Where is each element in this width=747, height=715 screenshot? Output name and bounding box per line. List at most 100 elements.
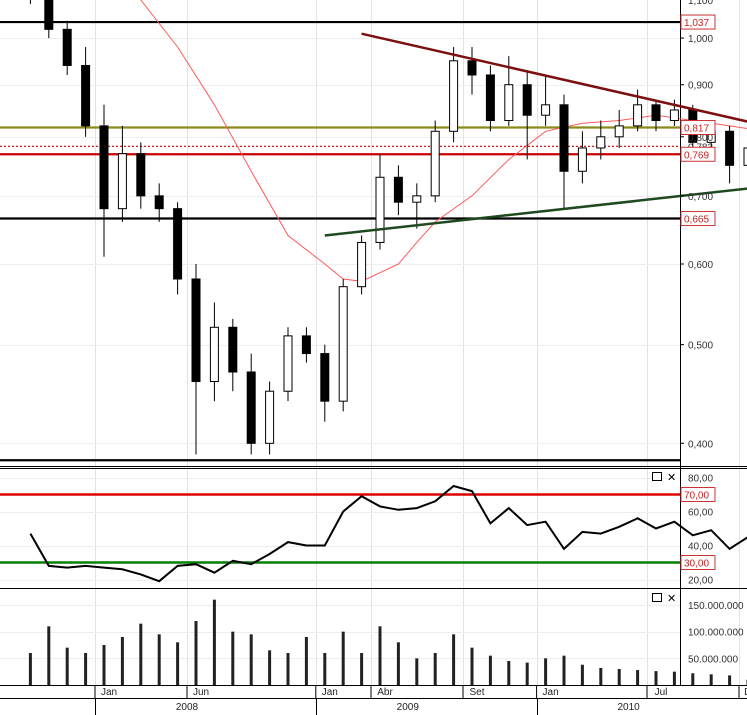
volume-bar <box>691 673 695 685</box>
volume-bar <box>139 623 143 685</box>
volume-bar <box>102 645 106 685</box>
candle-body <box>265 390 275 444</box>
month-label: Set <box>469 687 484 698</box>
rsi-level-label-box <box>680 555 716 570</box>
month-label: Jan <box>322 687 338 698</box>
price-moving-average <box>140 0 747 282</box>
volume-bar <box>65 647 69 685</box>
volume-bar <box>157 634 161 685</box>
volume-axis-label: 150.000.000 <box>688 601 744 612</box>
volume-bars <box>28 599 747 685</box>
window-restore-icon[interactable] <box>652 593 662 602</box>
rsi-level-label: 30,00 <box>684 559 709 570</box>
candle-body <box>301 335 311 355</box>
candle-body <box>99 125 109 210</box>
volume-bar <box>360 653 364 685</box>
candle-body <box>596 136 606 149</box>
window-restore-icon[interactable] <box>652 472 662 481</box>
candle-body <box>173 208 183 280</box>
volume-bar <box>47 626 51 685</box>
candle-body <box>81 64 91 127</box>
volume-bar <box>176 642 180 685</box>
candle-body <box>136 153 146 197</box>
price-axis-label: 0,600 <box>688 260 713 271</box>
volume-bar <box>341 631 345 685</box>
volume-grid <box>0 589 740 685</box>
candle-body <box>320 353 330 402</box>
candle-body <box>449 60 459 132</box>
year-label: 2009 <box>397 702 420 713</box>
candle-body <box>283 335 293 392</box>
candle-body <box>559 104 569 172</box>
candle-body <box>338 286 348 402</box>
rsi-axis-label: 40,00 <box>688 542 713 553</box>
volume-bar <box>323 653 327 685</box>
month-label: Jun <box>193 687 209 698</box>
rsi-horizontal-lines: 70,00 30,00 <box>0 487 716 570</box>
candle-body <box>375 176 385 243</box>
price-axis-label: 0,800 <box>688 133 713 144</box>
close-icon[interactable]: ✕ <box>667 593 676 605</box>
price-level-label-box <box>680 146 716 162</box>
rsi-axis-label: 80,00 <box>688 474 713 485</box>
volume-bar <box>636 670 640 685</box>
volume-bar <box>396 642 400 685</box>
volume-bar <box>525 662 529 685</box>
volume-bar <box>268 650 272 685</box>
volume-bar <box>84 653 88 685</box>
month-label: Abr <box>377 687 393 698</box>
volume-axis-label: 50.000.000 <box>688 654 738 665</box>
date-axis: JanJunJanAbrSetJanJulDez2008200920102011 <box>94 685 747 715</box>
price-axis-label: 0,400 <box>688 439 713 450</box>
price-level-label-box <box>680 211 716 227</box>
candle-body <box>504 84 514 122</box>
volume-bar <box>728 675 732 685</box>
volume-bar <box>507 661 511 685</box>
moving-average-line <box>140 0 747 282</box>
volume-y-axis-labels: 150.000.000 100.000.000 50.000.000 <box>688 601 744 665</box>
candle-body <box>228 326 238 373</box>
candle-body <box>743 147 747 166</box>
price-level-label-box <box>680 14 716 30</box>
rsi-level-label: 70,00 <box>684 491 709 502</box>
candle-body <box>651 104 661 122</box>
price-level-label: 0,665 <box>684 215 709 226</box>
volume-bar <box>28 653 32 685</box>
candle-body <box>191 278 201 383</box>
volume-bar <box>212 599 216 685</box>
candle-body <box>725 130 735 166</box>
price-trendlines <box>324 32 747 237</box>
volume-bar <box>654 671 658 685</box>
candle-body <box>485 74 495 122</box>
volume-bar <box>415 658 419 685</box>
volume-bar <box>120 637 124 685</box>
rsi-axis-label: 60,00 <box>688 508 713 519</box>
close-icon[interactable]: ✕ <box>667 472 676 484</box>
volume-bar <box>304 637 308 685</box>
volume-bar <box>286 653 290 685</box>
candle-body <box>412 195 422 203</box>
rsi-y-axis-labels: 80,00 60,00 40,00 20,00 <box>688 474 713 587</box>
volume-panel-controls: ✕ <box>652 593 676 605</box>
price-level-label-box <box>680 119 716 135</box>
price-axis-label: 0,700 <box>688 192 713 203</box>
volume-bar <box>617 669 621 685</box>
candle-body <box>633 104 643 127</box>
rsi-line-series <box>29 484 747 583</box>
price-axis-label: 0,900 <box>688 81 713 92</box>
price-level-label: 1,037 <box>684 18 709 29</box>
candle-body <box>577 147 587 172</box>
volume-bar <box>544 658 548 685</box>
month-label: Dez <box>744 687 747 698</box>
volume-bar <box>249 634 253 685</box>
price-axis-label: 1,000 <box>688 34 713 45</box>
candle-body <box>357 241 367 288</box>
volume-bar <box>231 631 235 685</box>
volume-bar <box>194 621 198 685</box>
volume-bar <box>470 647 474 685</box>
candle-body <box>246 371 256 444</box>
candle-body <box>62 28 72 66</box>
volume-axis-label: 100.000.000 <box>688 628 744 639</box>
volume-bar <box>562 655 566 685</box>
